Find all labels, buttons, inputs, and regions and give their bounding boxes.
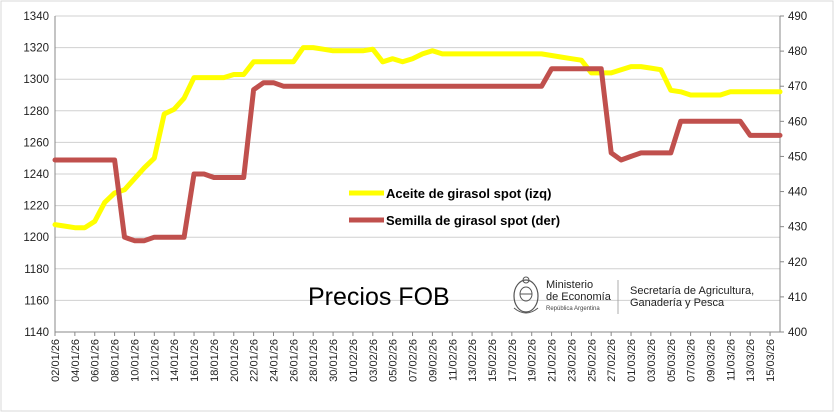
x-tick-label: 30/01/26 bbox=[328, 339, 340, 382]
y-right-tick-label: 440 bbox=[788, 187, 807, 199]
x-tick-label: 11/02/26 bbox=[447, 339, 459, 381]
x-tick-label: 27/02/26 bbox=[606, 339, 618, 382]
x-tick-label: 05/02/26 bbox=[388, 339, 400, 382]
y-right-tick-label: 400 bbox=[788, 327, 807, 339]
y-left-tick-label: 1320 bbox=[23, 43, 49, 55]
y-right-tick-label: 460 bbox=[788, 116, 807, 128]
x-tick-label: 19/02/26 bbox=[527, 339, 539, 382]
x-tick-label: 15/03/26 bbox=[765, 339, 777, 382]
y-left-tick-label: 1260 bbox=[23, 137, 49, 149]
x-tick-label: 25/02/26 bbox=[586, 339, 598, 382]
x-tick-label: 14/01/26 bbox=[169, 339, 181, 382]
y-left-tick-label: 1240 bbox=[23, 169, 49, 181]
ministry-subtitle: República Argentina bbox=[546, 306, 600, 312]
ministry-name-line1: Ministerio bbox=[546, 279, 593, 291]
x-tick-label: 26/01/26 bbox=[288, 339, 300, 382]
secretariat-line2: Ganadería y Pesca bbox=[630, 297, 725, 309]
x-tick-label: 07/03/26 bbox=[686, 339, 698, 382]
y-left-tick-label: 1220 bbox=[23, 201, 49, 213]
x-tick-label: 01/02/26 bbox=[348, 339, 360, 382]
y-right-tick-label: 490 bbox=[788, 11, 807, 23]
x-tick-label: 20/01/26 bbox=[229, 339, 241, 382]
x-tick-label: 13/02/26 bbox=[467, 339, 479, 382]
x-tick-label: 16/01/26 bbox=[189, 339, 201, 382]
x-tick-label: 18/01/26 bbox=[209, 339, 221, 382]
x-tick-label: 13/03/26 bbox=[745, 339, 757, 382]
x-tick-label: 23/02/26 bbox=[566, 339, 578, 382]
x-tick-label: 10/01/26 bbox=[129, 339, 141, 382]
y-left-tick-label: 1160 bbox=[24, 295, 49, 307]
x-tick-label: 07/02/26 bbox=[408, 339, 420, 382]
x-tick-label: 08/01/26 bbox=[110, 339, 122, 382]
x-tick-label: 15/02/26 bbox=[487, 339, 499, 382]
x-tick-label: 09/02/26 bbox=[427, 339, 439, 382]
secretariat-line1: Secretaría de Agricultura, bbox=[630, 285, 754, 297]
x-tick-label: 05/03/26 bbox=[666, 339, 678, 382]
y-right-tick-label: 420 bbox=[788, 257, 807, 269]
x-tick-label: 21/02/26 bbox=[547, 339, 559, 382]
y-right-tick-label: 450 bbox=[788, 151, 807, 163]
x-tick-label: 22/01/26 bbox=[249, 339, 261, 382]
chart-title: Precios FOB bbox=[308, 283, 450, 311]
x-tick-label: 24/01/26 bbox=[268, 339, 280, 382]
x-axis: 02/01/26 04/01/26 06/01/26 08/01/26 10/01/26… bbox=[50, 332, 777, 382]
x-tick-label: 03/02/26 bbox=[368, 339, 380, 382]
y-right-tick-label: 430 bbox=[788, 222, 807, 234]
x-tick-label: 06/01/26 bbox=[90, 339, 102, 382]
y-left-tick-label: 1300 bbox=[23, 74, 49, 86]
x-tick-label: 17/02/26 bbox=[507, 339, 519, 382]
x-tick-label: 01/03/26 bbox=[626, 339, 638, 382]
x-tick-label: 09/03/26 bbox=[705, 339, 717, 382]
y-right-tick-label: 470 bbox=[788, 81, 807, 93]
y-left-tick-label: 1280 bbox=[23, 106, 49, 118]
legend-label-aceite: Aceite de girasol spot (izq) bbox=[386, 186, 551, 201]
y-left-tick-label: 1200 bbox=[23, 232, 49, 244]
y-right-tick-label: 480 bbox=[788, 46, 807, 58]
x-tick-label: 12/01/26 bbox=[149, 339, 161, 382]
y-left-tick-label: 1180 bbox=[24, 264, 49, 276]
x-tick-label: 04/01/26 bbox=[70, 339, 82, 382]
legend-label-semilla: Semilla de girasol spot (der) bbox=[386, 213, 560, 228]
y-left-tick-label: 1140 bbox=[24, 327, 49, 339]
x-tick-label: 28/01/26 bbox=[308, 339, 320, 382]
x-tick-label: 11/03/26 bbox=[725, 339, 737, 381]
x-tick-label: 02/01/26 bbox=[50, 339, 62, 382]
x-tick-label: 03/03/26 bbox=[646, 339, 658, 382]
y-right-tick-label: 410 bbox=[788, 292, 807, 304]
y-left-tick-label: 1340 bbox=[23, 11, 49, 23]
ministry-name-line2: de Economía bbox=[546, 291, 612, 303]
